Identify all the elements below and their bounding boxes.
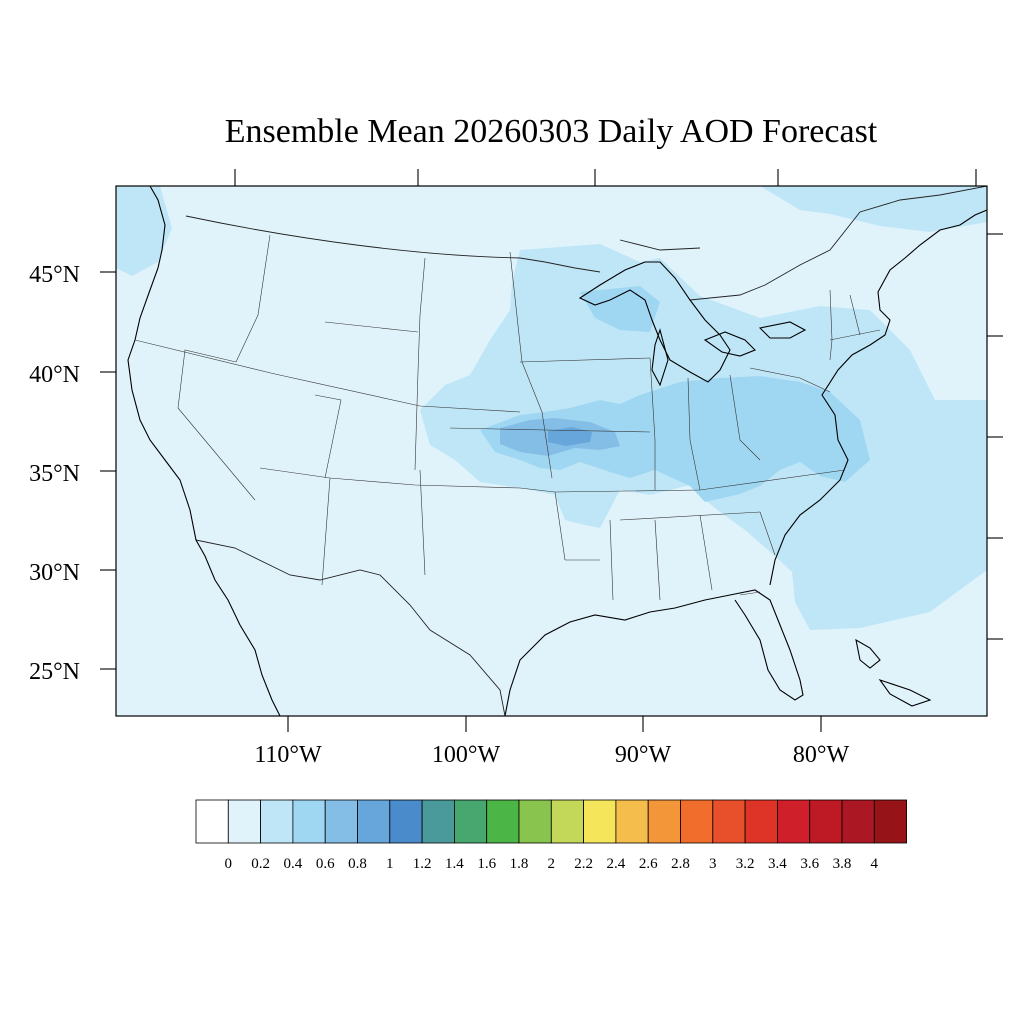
colorbar-label: 3.4 xyxy=(768,856,787,872)
colorbar-swatch xyxy=(357,799,391,844)
lon-label: 100°W xyxy=(432,742,501,768)
colorbar-swatch xyxy=(809,799,843,844)
latitude-labels: 45°N 40°N 35°N 30°N 25°N xyxy=(29,262,80,685)
colorbar-swatch xyxy=(227,799,262,844)
aod-contour-0-4-0-6 xyxy=(480,286,870,502)
lon-label: 80°W xyxy=(793,742,850,768)
aod-contour-0-8-1-0 xyxy=(548,427,592,446)
colorbar-label: 3 xyxy=(709,856,717,872)
lon-label: 110°W xyxy=(254,742,322,768)
colorbar-swatch xyxy=(486,799,520,844)
aod-colorbar-labels: 0 0.2 0.4 0.6 0.8 1 1.2 1.4 1.6 1.8 2 2.2 2.4 2.6 2.8 3… xyxy=(225,856,879,872)
colorbar-label: 1.2 xyxy=(413,856,432,872)
colorbar-swatch xyxy=(260,799,294,844)
lat-label: 35°N xyxy=(29,461,80,487)
country-boundaries xyxy=(185,186,987,716)
colorbar-label: 3.8 xyxy=(833,856,852,872)
colorbar-label: 2.4 xyxy=(607,856,626,872)
lat-label: 25°N xyxy=(29,659,80,685)
lat-label: 30°N xyxy=(29,560,80,586)
longitude-labels: 110°W 100°W 90°W 80°W xyxy=(254,742,849,768)
lon-label: 90°W xyxy=(615,742,672,768)
colorbar-swatch xyxy=(744,799,778,844)
colorbar-label: 2.6 xyxy=(639,856,658,872)
colorbar-swatch xyxy=(680,799,714,844)
colorbar-swatch xyxy=(389,799,423,844)
map-ticks xyxy=(100,169,1003,732)
colorbar-label: 1 xyxy=(386,856,394,872)
colorbar-swatch xyxy=(550,799,584,844)
colorbar-label: 1.6 xyxy=(477,856,496,872)
lat-label: 40°N xyxy=(29,362,80,388)
colorbar-swatch xyxy=(518,799,552,844)
colorbar-label: 0 xyxy=(225,856,233,872)
colorbar-label: 4 xyxy=(871,856,879,872)
lat-label: 45°N xyxy=(29,262,80,288)
colorbar-swatch xyxy=(453,799,488,844)
colorbar-swatch xyxy=(583,799,617,844)
aod-colorbar xyxy=(195,799,907,844)
colorbar-label: 1.8 xyxy=(510,856,529,872)
colorbar-label: 0.4 xyxy=(284,856,303,872)
colorbar-label: 0.8 xyxy=(348,856,367,872)
colorbar-label: 3.6 xyxy=(800,856,819,872)
map-panel xyxy=(116,186,987,716)
colorbar-swatch xyxy=(615,799,649,844)
colorbar-swatch xyxy=(195,799,229,844)
colorbar-swatch xyxy=(292,799,326,844)
colorbar-swatch xyxy=(841,799,875,844)
map-title: Ensemble Mean 20260303 Daily AOD Forecas… xyxy=(225,113,878,150)
colorbar-swatch xyxy=(712,799,746,844)
colorbar-label: 2.2 xyxy=(574,856,593,872)
colorbar-label: 1.4 xyxy=(445,856,464,872)
map-frame xyxy=(115,185,988,717)
colorbar-swatch xyxy=(873,799,907,844)
colorbar-swatch xyxy=(647,799,681,844)
colorbar-label: 2.8 xyxy=(671,856,690,872)
coastline xyxy=(127,186,987,716)
colorbar-swatch xyxy=(777,799,811,844)
state-boundaries xyxy=(134,234,881,601)
colorbar-label: 3.2 xyxy=(736,856,755,872)
colorbar-label: 0.6 xyxy=(316,856,335,872)
colorbar-label: 0.2 xyxy=(251,856,270,872)
colorbar-swatch xyxy=(324,799,358,844)
colorbar-label: 2 xyxy=(548,856,556,872)
colorbar-swatch xyxy=(421,799,455,844)
